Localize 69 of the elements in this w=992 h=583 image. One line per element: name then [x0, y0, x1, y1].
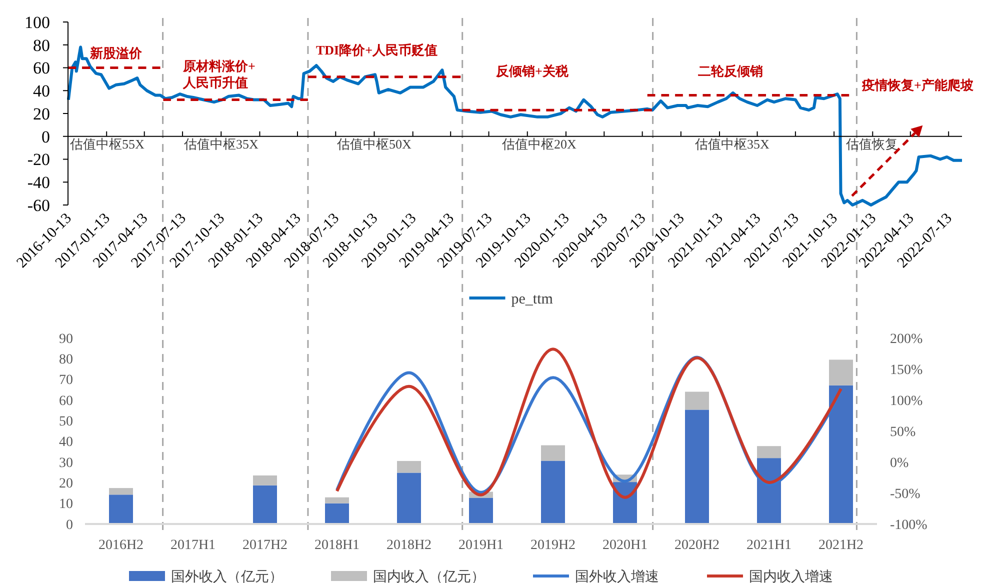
- bar: [685, 392, 709, 410]
- y-tick-label: 10: [59, 497, 73, 512]
- legend-label: 国内收入增速: [749, 568, 833, 583]
- y2-tick-label: -50%: [890, 486, 921, 502]
- y2-tick-label: 200%: [890, 332, 923, 347]
- y-tick-label: 80: [33, 36, 50, 55]
- annotation: 估值中枢35X: [694, 136, 770, 152]
- annotation: 原材料涨价+ 人民币升值: [182, 58, 256, 90]
- x-tick-label: 2020H1: [602, 538, 648, 553]
- bar: [253, 475, 277, 486]
- x-tick-label: 2019H1: [458, 538, 504, 553]
- y-tick-label: 0: [66, 518, 73, 533]
- x-tick-label: 2017H2: [242, 538, 288, 553]
- y2-tick-label: 150%: [890, 362, 923, 378]
- annotation: 估值恢复: [845, 136, 898, 152]
- bar: [397, 460, 421, 473]
- y-tick-label: -40: [27, 173, 50, 192]
- legend-label: 国内收入（亿元）: [373, 568, 485, 583]
- y2-tick-label: 0%: [890, 456, 909, 471]
- y-tick-label: 20: [59, 476, 73, 492]
- x-tick-label: 2018H1: [314, 538, 360, 553]
- bar: [397, 472, 421, 524]
- annotation: 估值中枢35X: [183, 136, 259, 152]
- y-tick-label: 40: [59, 435, 73, 450]
- bar: [469, 498, 493, 524]
- bar: [253, 485, 277, 524]
- bar: [325, 497, 349, 504]
- y-tick-label: 60: [59, 394, 73, 409]
- x-tick-label: 2021H1: [746, 538, 792, 553]
- y-tick-label: -60: [27, 196, 50, 215]
- legend-label: 国外收入（亿元）: [171, 568, 283, 583]
- y-tick-label: 0: [42, 127, 50, 146]
- x-tick-label: 2017H1: [170, 538, 216, 553]
- y-tick-label: 100: [24, 12, 50, 32]
- annotation: TDI降价+人民币贬值: [316, 42, 438, 58]
- y-tick-label: 60: [33, 58, 50, 78]
- y2-tick-label: -100%: [890, 518, 928, 533]
- x-tick-label: 2019H2: [530, 538, 576, 553]
- y-tick-label: 90: [59, 332, 73, 347]
- y-tick-label: 40: [33, 82, 50, 101]
- bar: [541, 460, 565, 524]
- x-tick-label: 2020H2: [674, 538, 720, 553]
- y2-tick-label: 100%: [890, 394, 923, 409]
- y2-tick-label: 50%: [890, 424, 916, 440]
- annotation: 估值中枢50X: [336, 136, 412, 152]
- legend-label: 国外收入增速: [575, 568, 659, 583]
- annotation: 疫情恢复+产能爬坡: [861, 78, 974, 93]
- annotation: 新股溢价: [89, 46, 143, 61]
- bar: [109, 494, 133, 524]
- y-tick-label: 30: [59, 456, 73, 471]
- y-tick-label: 20: [33, 104, 50, 124]
- annotation: 二轮反倾销: [698, 64, 763, 79]
- bar: [325, 503, 349, 524]
- y-tick-label: 50: [59, 414, 73, 430]
- annotation: 反倾销+关税: [495, 64, 570, 79]
- bar: [541, 445, 565, 461]
- bar: [685, 410, 709, 524]
- bar: [757, 446, 781, 458]
- x-tick-label: 2016H2: [98, 538, 144, 553]
- y-tick-label: 80: [59, 352, 73, 368]
- x-tick-label: 2018H2: [386, 538, 432, 553]
- bar: [109, 488, 133, 495]
- y-tick-label: 70: [59, 373, 73, 388]
- x-tick-label: 2021H2: [818, 538, 864, 553]
- annotation: 估值中枢20X: [501, 136, 577, 152]
- y-tick-label: -20: [27, 150, 50, 170]
- annotation: 估值中枢55X: [69, 136, 145, 152]
- bar: [829, 360, 853, 386]
- legend-label: pe_ttm: [511, 291, 554, 308]
